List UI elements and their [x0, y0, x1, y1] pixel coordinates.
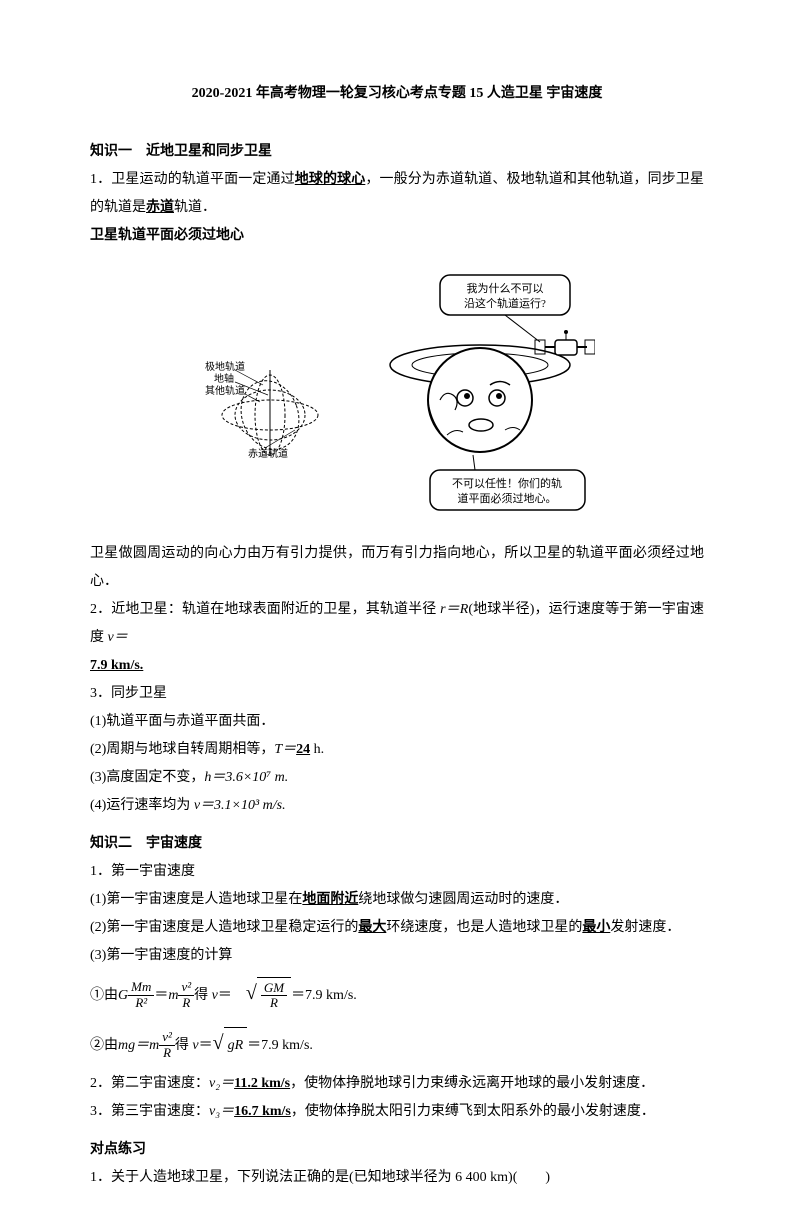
text: 3．第三宇宙速度： — [90, 1104, 209, 1119]
eq-prefix: ②由 — [90, 1028, 118, 1063]
formula-text: r＝R — [440, 602, 468, 617]
svg-text:我为什么不可以: 我为什么不可以 — [466, 282, 543, 295]
svg-text:赤道轨道: 赤道轨道 — [248, 447, 288, 460]
text: 2．近地卫星：轨道在地球表面附近的卫星，其轨道半径 — [90, 602, 440, 617]
bold-line: 卫星轨道平面必须过地心 — [90, 222, 704, 250]
text: T＝ — [274, 742, 296, 757]
underline-text: 24 — [296, 742, 310, 757]
formula-text: v＝ — [108, 630, 128, 645]
section1-item2: 2．近地卫星：轨道在地球表面附近的卫星，其轨道半径 r＝R(地球半径)，运行速度… — [90, 596, 704, 680]
item3-sub3: (3)高度固定不变，h＝3.6×10⁷ m. — [90, 764, 704, 792]
item3-sub4: (4)运行速率均为 v＝3.1×10³ m/s. — [90, 792, 704, 820]
underline-text: 最小 — [582, 920, 610, 935]
svg-text:地轴: 地轴 — [214, 372, 234, 385]
practice-q1: 1．关于人造地球卫星，下列说法正确的是(已知地球半径为 6 400 km)( ) — [90, 1164, 704, 1192]
orbit-diagram: 极地轨道 地轴 其他轨道 赤道轨道 — [200, 330, 345, 460]
eq-prefix: ①由 — [90, 978, 118, 1013]
equation-1: ①由 G MmR² ＝ m v²R 得 v＝ √ GMR ＝7.9 km/s. — [90, 970, 704, 1020]
section1-item3: 3．同步卫星 — [90, 680, 704, 708]
text: h. — [310, 742, 324, 757]
svg-text:道平面必须过地心。: 道平面必须过地心。 — [457, 491, 556, 505]
text: 绕地球做匀速圆周运动时的速度． — [358, 892, 568, 907]
text: 得 v＝ — [175, 1028, 213, 1063]
text: (2)第一宇宙速度是人造地球卫星稳定运行的 — [90, 920, 358, 935]
text: 环绕速度，也是人造地球卫星的 — [386, 920, 582, 935]
eq-suffix: ＝7.9 km/s. — [291, 978, 357, 1013]
paragraph-after-diagram: 卫星做圆周运动的向心力由万有引力提供，而万有引力指向地心，所以卫星的轨道平面必须… — [90, 540, 704, 596]
svg-text:沿这个轨道运行?: 沿这个轨道运行? — [464, 296, 546, 310]
formula: G — [118, 978, 128, 1013]
text: 2．第二宇宙速度： — [90, 1076, 209, 1091]
item3-sub1: (1)轨道平面与赤道平面共面． — [90, 708, 704, 736]
svg-text:不可以任性！你们的轨: 不可以任性！你们的轨 — [452, 476, 562, 490]
svg-text:其他轨道: 其他轨道 — [205, 384, 245, 397]
section2-sub2: (2)第一宇宙速度是人造地球卫星稳定运行的最大环绕速度，也是人造地球卫星的最小发… — [90, 914, 704, 942]
section2-sub1: (1)第一宇宙速度是人造地球卫星在地面附近绕地球做匀速圆周运动时的速度． — [90, 886, 704, 914]
section2-item1: 1．第一宇宙速度 — [90, 858, 704, 886]
svg-text:极地轨道: 极地轨道 — [205, 360, 245, 373]
text: (3)高度固定不变， — [90, 770, 204, 785]
formula-text: v＝3.1×10³ m/s. — [194, 798, 286, 813]
formula: m — [168, 978, 178, 1013]
diagram-container: 极地轨道 地轴 其他轨道 赤道轨道 我为什么不可以 沿这个轨道运行? — [90, 270, 704, 520]
sqrt: √ GMR — [246, 970, 291, 1020]
underline-text: 16.7 km/s — [234, 1104, 291, 1119]
earth-cartoon-diagram: 我为什么不可以 沿这个轨道运行? 不可以任性！你们的轨 道平面必须过地心。 — [385, 270, 595, 520]
underline-text: 地球的球心 — [295, 172, 366, 187]
text: 1．卫星运动的轨道平面一定通过 — [90, 172, 295, 187]
formula-text: v₃＝ — [209, 1104, 234, 1119]
formula-text: h＝3.6×10⁷ m. — [204, 770, 288, 785]
practice-heading: 对点练习 — [90, 1136, 704, 1164]
text: 发射速度． — [610, 920, 680, 935]
text: 得 v＝ — [194, 978, 246, 1013]
fraction: v²R — [159, 1030, 175, 1060]
formula-text: v₂＝ — [209, 1076, 234, 1091]
section1-item1: 1．卫星运动的轨道平面一定通过地球的球心，一般分为赤道轨道、极地轨道和其他轨道，… — [90, 166, 704, 222]
formula: mg＝m — [118, 1028, 159, 1063]
section1-heading: 知识一 近地卫星和同步卫星 — [90, 138, 704, 166]
underline-text: 7.9 km/s. — [90, 658, 143, 673]
section2-item3: 3．第三宇宙速度：v₃＝16.7 km/s，使物体挣脱太阳引力束缚飞到太阳系外的… — [90, 1098, 704, 1126]
text: ，使物体挣脱太阳引力束缚飞到太阳系外的最小发射速度． — [291, 1104, 655, 1119]
section2-item2: 2．第二宇宙速度：v₂＝11.2 km/s，使物体挣脱地球引力束缚永远离开地球的… — [90, 1070, 704, 1098]
fraction: MmR² — [128, 980, 154, 1010]
text: (2)周期与地球自转周期相等， — [90, 742, 274, 757]
underline-text: 11.2 km/s — [234, 1076, 290, 1091]
text: (4)运行速率均为 — [90, 798, 194, 813]
document-title: 2020-2021 年高考物理一轮复习核心考点专题 15 人造卫星 宇宙速度 — [90, 80, 704, 108]
underline-text: 最大 — [358, 920, 386, 935]
text: 轨道． — [174, 200, 216, 215]
section2-sub3: (3)第一宇宙速度的计算 — [90, 942, 704, 970]
item3-sub2: (2)周期与地球自转周期相等，T＝24 h. — [90, 736, 704, 764]
equation-2: ②由 mg＝m v²R 得 v＝ √ gR ＝7.9 km/s. — [90, 1020, 704, 1070]
text: (1)第一宇宙速度是人造地球卫星在 — [90, 892, 302, 907]
underline-text: 赤道 — [146, 200, 174, 215]
text: ，使物体挣脱地球引力束缚永远离开地球的最小发射速度． — [290, 1076, 654, 1091]
sqrt: √ gR — [213, 1020, 248, 1070]
section2-heading: 知识二 宇宙速度 — [90, 830, 704, 858]
underline-text: 地面附近 — [302, 892, 358, 907]
eq-sign: ＝ — [154, 978, 168, 1013]
eq-suffix: ＝7.9 km/s. — [247, 1028, 313, 1063]
fraction: v²R — [178, 980, 194, 1010]
